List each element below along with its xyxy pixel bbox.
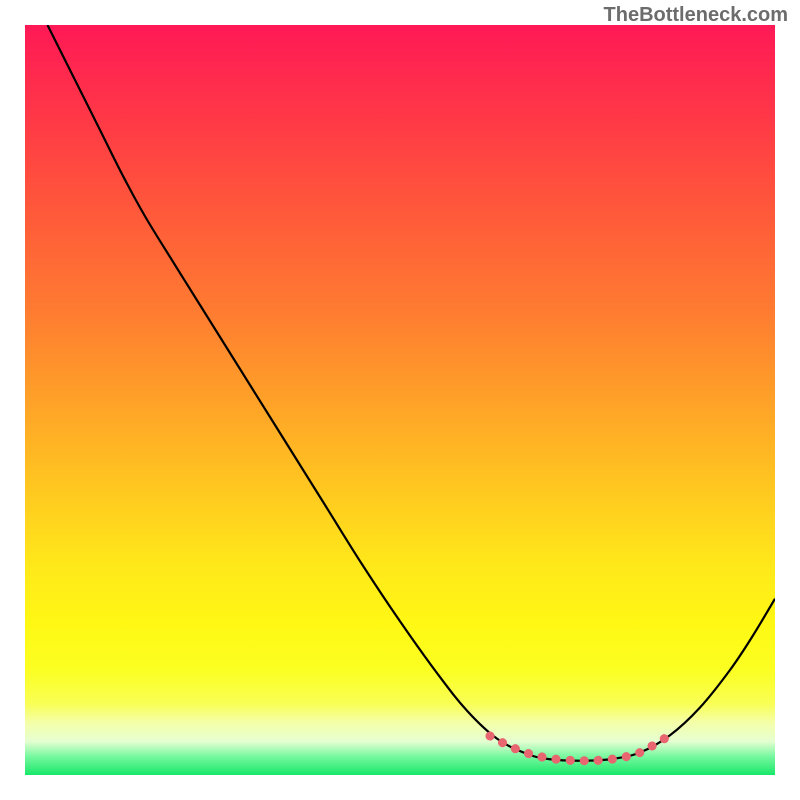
gradient-background	[25, 25, 775, 775]
plot-area	[25, 25, 775, 775]
watermark-text: TheBottleneck.com	[604, 4, 788, 27]
chart-svg	[25, 25, 775, 775]
